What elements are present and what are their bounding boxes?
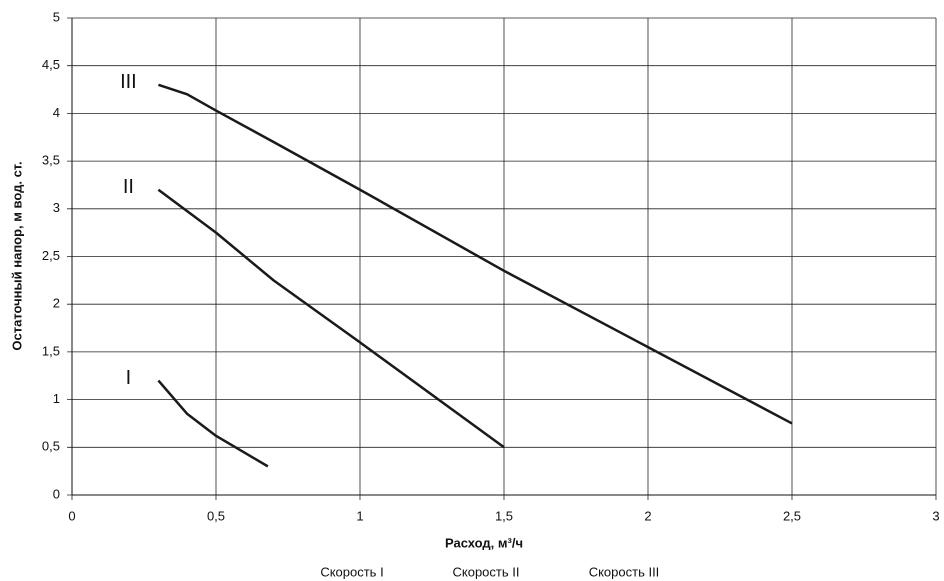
- line-label: II: [123, 176, 134, 198]
- x-tick-label: 1,5: [495, 508, 513, 523]
- line: [157, 379, 269, 468]
- line-label: III: [120, 71, 137, 93]
- y-axis-title: Остаточный напор, м вод. ст.: [9, 161, 24, 350]
- line: [157, 188, 505, 449]
- y-tick-label: 1: [53, 391, 60, 406]
- y-tick-label: 3: [53, 200, 60, 215]
- x-tick-label: 0: [68, 508, 75, 523]
- legend-label: Скорость II: [453, 564, 520, 579]
- y-tick-label: 4: [53, 105, 60, 120]
- x-tick-label: 0,5: [207, 508, 225, 523]
- y-tick-label: 0,5: [42, 439, 60, 454]
- y-tick-label: 2: [53, 296, 60, 311]
- y-tick-label: 1,5: [42, 343, 60, 358]
- line: [158, 83, 793, 425]
- legend-label: Скорость I: [320, 564, 383, 579]
- x-tick-label: 2: [644, 508, 651, 523]
- x-tick-label: 3: [932, 508, 939, 523]
- y-tick-label: 5: [53, 9, 60, 24]
- legend-label: Скорость III: [589, 564, 660, 579]
- y-tick-label: 0: [53, 486, 60, 501]
- y-tick-label: 2,5: [42, 248, 60, 263]
- x-tick-label: 1: [356, 508, 363, 523]
- line-label: I: [126, 367, 132, 389]
- x-tick-label: 2,5: [783, 508, 801, 523]
- x-axis-title: Расход, м³/ч: [445, 535, 523, 550]
- y-tick-label: 3,5: [42, 153, 60, 168]
- y-tick-label: 4,5: [42, 57, 60, 72]
